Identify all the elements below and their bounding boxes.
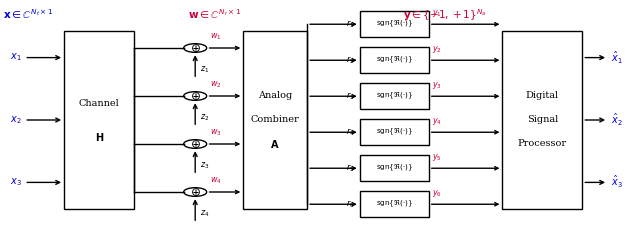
Text: Processor: Processor — [518, 139, 567, 149]
Bar — [360, 11, 429, 37]
Text: $\oplus$: $\oplus$ — [190, 186, 200, 198]
Text: $w_4$: $w_4$ — [210, 176, 221, 186]
Text: $\mathbf{H}$: $\mathbf{H}$ — [95, 131, 104, 143]
Text: $z_1$: $z_1$ — [200, 64, 210, 75]
Text: $x_1$: $x_1$ — [10, 52, 21, 64]
Text: $\mathbf{x} \in \mathbb{C}^{N_t \times 1}$: $\mathbf{x} \in \mathbb{C}^{N_t \times 1… — [3, 7, 53, 21]
Text: $r_5$: $r_5$ — [346, 162, 355, 174]
Text: Channel: Channel — [79, 99, 120, 108]
Text: $\mathrm{sgn}\{\Re(\cdot)\}$: $\mathrm{sgn}\{\Re(\cdot)\}$ — [376, 127, 413, 138]
Text: $z_2$: $z_2$ — [200, 112, 209, 123]
Text: $z_4$: $z_4$ — [200, 208, 210, 219]
Bar — [360, 155, 429, 181]
Text: $w_3$: $w_3$ — [210, 128, 221, 138]
Text: Digital: Digital — [526, 91, 559, 101]
Bar — [243, 31, 307, 209]
Bar — [64, 31, 134, 209]
Text: $\mathrm{sgn}\{\Re(\cdot)\}$: $\mathrm{sgn}\{\Re(\cdot)\}$ — [376, 19, 413, 30]
Text: Combiner: Combiner — [251, 115, 300, 125]
Text: $x_3$: $x_3$ — [10, 176, 21, 188]
Bar — [360, 191, 429, 217]
Text: $y_4$: $y_4$ — [432, 116, 442, 127]
Bar — [360, 119, 429, 145]
Text: $\oplus$: $\oplus$ — [190, 42, 200, 54]
Text: Analog: Analog — [258, 91, 292, 101]
Text: $\oplus$: $\oplus$ — [190, 138, 200, 150]
Bar — [360, 83, 429, 109]
Text: $r_4$: $r_4$ — [346, 126, 355, 138]
Text: $y_2$: $y_2$ — [432, 44, 442, 55]
Text: $r_2$: $r_2$ — [346, 54, 355, 66]
Text: $\mathrm{sgn}\{\Re(\cdot)\}$: $\mathrm{sgn}\{\Re(\cdot)\}$ — [376, 199, 413, 210]
Text: $z_3$: $z_3$ — [200, 160, 210, 171]
Text: $\hat{x}_2$: $\hat{x}_2$ — [611, 112, 623, 128]
Text: $x_2$: $x_2$ — [10, 114, 21, 126]
Text: $r_3$: $r_3$ — [346, 90, 355, 102]
Text: $\mathbf{y} \in \{-1,+1\}^{N_a}$: $\mathbf{y} \in \{-1,+1\}^{N_a}$ — [403, 7, 486, 23]
Text: $y_1$: $y_1$ — [432, 8, 442, 19]
Text: $\mathrm{sgn}\{\Re(\cdot)\}$: $\mathrm{sgn}\{\Re(\cdot)\}$ — [376, 55, 413, 66]
Text: $w_2$: $w_2$ — [210, 80, 221, 90]
Bar — [502, 31, 582, 209]
Text: $r_1$: $r_1$ — [346, 18, 355, 30]
Text: $\mathrm{sgn}\{\Re(\cdot)\}$: $\mathrm{sgn}\{\Re(\cdot)\}$ — [376, 163, 413, 174]
Text: $w_1$: $w_1$ — [210, 32, 221, 42]
Text: $y_3$: $y_3$ — [432, 80, 442, 91]
Text: Signal: Signal — [527, 115, 558, 125]
Bar — [360, 47, 429, 73]
Text: $y_5$: $y_5$ — [432, 152, 442, 163]
Text: $r_6$: $r_6$ — [346, 198, 355, 210]
Text: $\mathrm{sgn}\{\Re(\cdot)\}$: $\mathrm{sgn}\{\Re(\cdot)\}$ — [376, 91, 413, 102]
Text: $\oplus$: $\oplus$ — [190, 90, 200, 102]
Text: $\mathbf{A}$: $\mathbf{A}$ — [271, 138, 280, 150]
Text: $\mathbf{w} \in \mathbb{C}^{N_r \times 1}$: $\mathbf{w} \in \mathbb{C}^{N_r \times 1… — [188, 7, 241, 21]
Text: $\hat{x}_1$: $\hat{x}_1$ — [611, 50, 623, 66]
Text: $\hat{x}_3$: $\hat{x}_3$ — [611, 174, 623, 190]
Text: $y_6$: $y_6$ — [432, 188, 442, 199]
